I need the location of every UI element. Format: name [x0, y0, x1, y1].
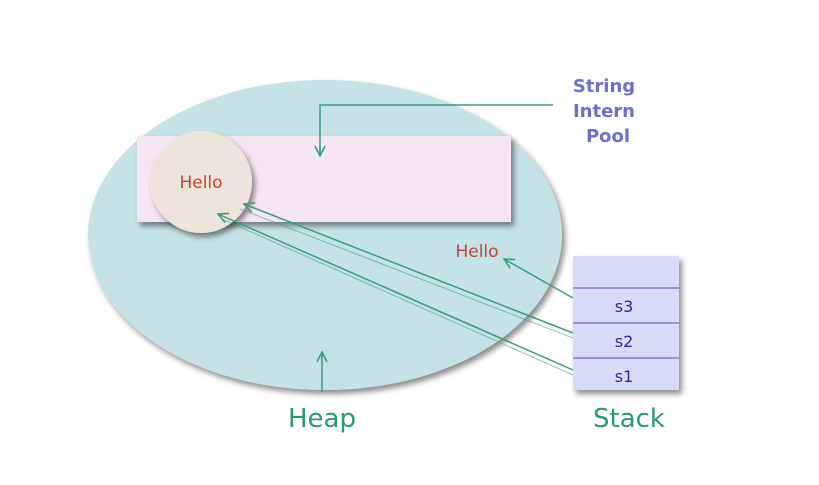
s1-reference-shadow: [221, 218, 574, 376]
stack-slot-s1: s1: [615, 367, 634, 386]
s2-reference-arrow: [244, 204, 574, 334]
heap-label: Heap: [288, 404, 356, 434]
heap-hello-text: Hello: [455, 242, 498, 262]
stack-slot-s3: s3: [615, 297, 634, 316]
pool-hello-circle: [150, 131, 252, 233]
pool-caption-line-3: Pool: [586, 126, 630, 147]
pool-caption-line-2: Intern: [573, 101, 635, 122]
s3-reference-arrow: [504, 259, 574, 299]
s1-reference-arrow: [218, 214, 574, 371]
s2-reference-shadow: [239, 208, 574, 339]
stack-label: Stack: [593, 404, 665, 434]
pool-caption-line-1: String: [573, 76, 635, 97]
pool-hello-text: Hello: [179, 173, 222, 193]
stack-slot-s2: s2: [615, 332, 634, 351]
pool-caption-pointer: [320, 104, 553, 156]
